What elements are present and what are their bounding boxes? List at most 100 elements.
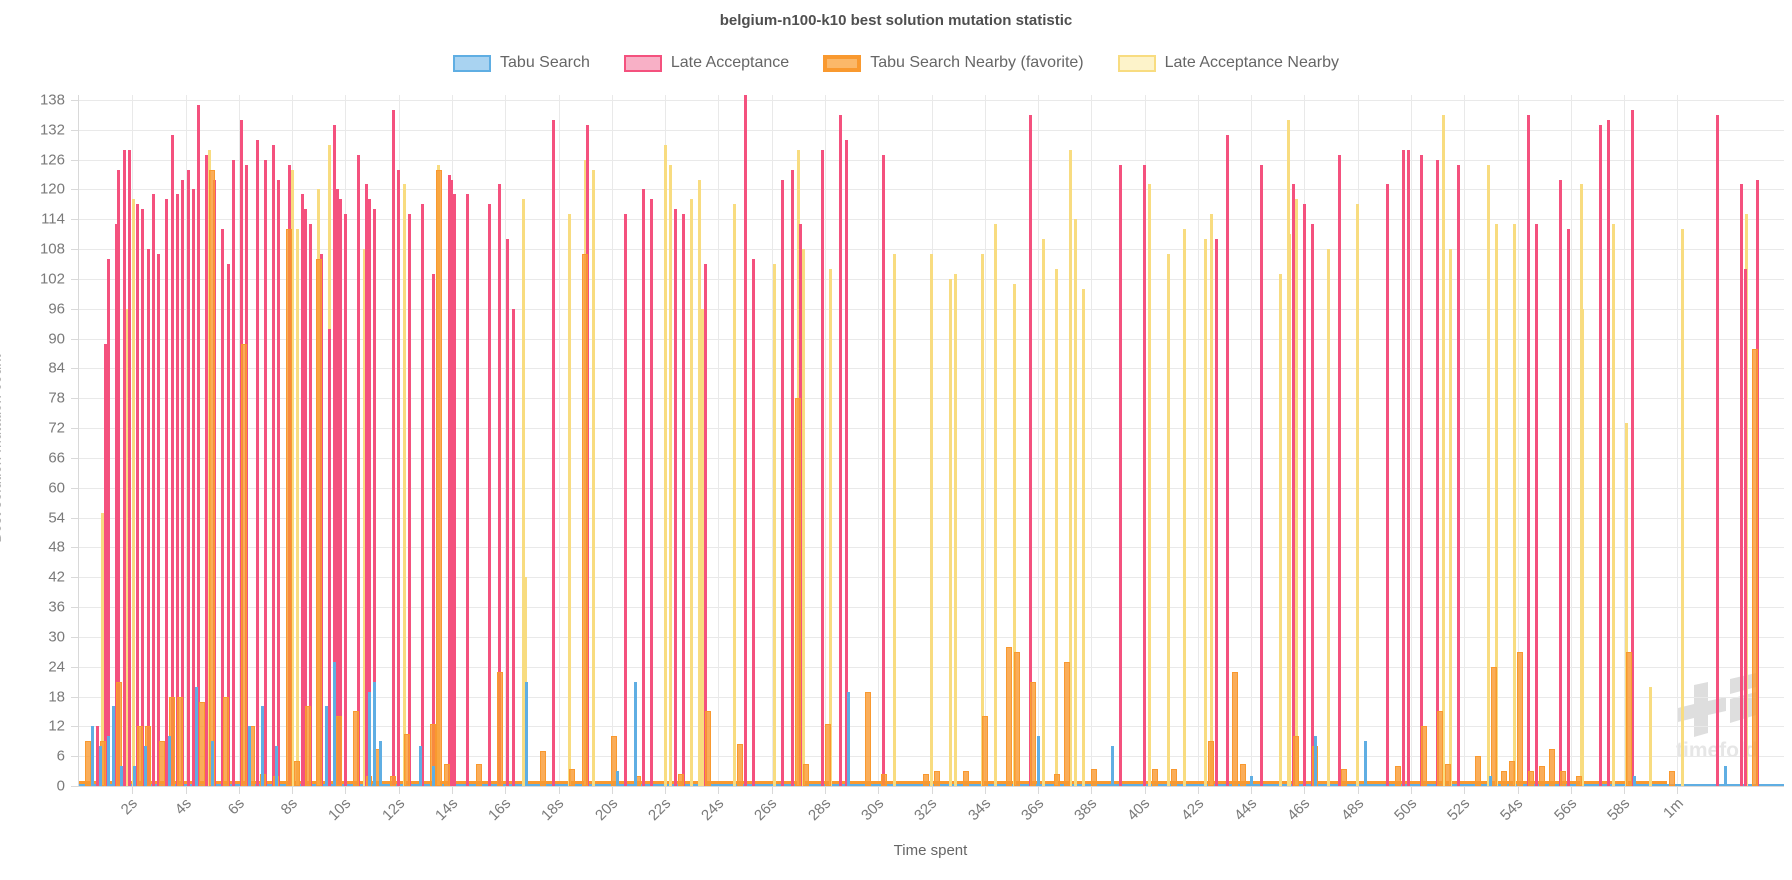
bar-late-acceptance[interactable]	[114, 224, 118, 786]
bar-late-acceptance-nearby[interactable]	[892, 254, 896, 786]
legend-item-late-acceptance[interactable]: Late Acceptance	[623, 54, 789, 72]
bar-tabu-search-nearby-favorite[interactable]	[1232, 671, 1239, 786]
bar-late-acceptance[interactable]	[820, 149, 824, 786]
bar-late-acceptance[interactable]	[176, 194, 180, 786]
bar-late-acceptance-nearby[interactable]	[362, 249, 366, 786]
bar-late-acceptance[interactable]	[466, 194, 470, 786]
bar-late-acceptance[interactable]	[136, 204, 140, 786]
bar-tabu-search-nearby-favorite[interactable]	[353, 711, 360, 786]
bar-late-acceptance[interactable]	[197, 104, 201, 786]
bar-late-acceptance-nearby[interactable]	[1581, 308, 1585, 786]
bar-tabu-search-nearby-favorite[interactable]	[1208, 741, 1215, 786]
bar-late-acceptance-nearby[interactable]	[948, 278, 952, 786]
bar-late-acceptance[interactable]	[682, 214, 686, 786]
bar-late-acceptance[interactable]	[407, 214, 411, 786]
bar-late-acceptance[interactable]	[104, 343, 108, 786]
bar-late-acceptance[interactable]	[447, 174, 451, 786]
bar-late-acceptance-nearby[interactable]	[1081, 288, 1085, 786]
bar-late-acceptance-nearby[interactable]	[1681, 229, 1685, 786]
bar-late-acceptance[interactable]	[205, 154, 209, 786]
bar-late-acceptance[interactable]	[157, 254, 161, 786]
bar-tabu-search-nearby-favorite[interactable]	[115, 681, 122, 786]
bar-tabu-search-nearby-favorite[interactable]	[611, 736, 618, 786]
bar-tabu-search-nearby-favorite[interactable]	[1626, 651, 1633, 786]
bar-late-acceptance-nearby[interactable]	[698, 179, 702, 786]
bar-tabu-search-nearby-favorite[interactable]	[1538, 766, 1545, 786]
bar-tabu-search[interactable]	[431, 766, 435, 786]
bar-tabu-search[interactable]	[1364, 741, 1368, 786]
bar-tabu-search-nearby-favorite[interactable]	[1029, 681, 1036, 786]
bar-late-acceptance-nearby[interactable]	[1486, 164, 1490, 786]
bar-late-acceptance-nearby[interactable]	[1288, 234, 1292, 786]
bar-late-acceptance[interactable]	[96, 726, 100, 786]
bar-late-acceptance[interactable]	[1566, 229, 1570, 786]
bar-late-acceptance[interactable]	[357, 154, 361, 786]
bar-tabu-search[interactable]	[1489, 776, 1493, 786]
bar-late-acceptance[interactable]	[450, 179, 454, 786]
bar-late-acceptance[interactable]	[141, 209, 145, 786]
bar-late-acceptance[interactable]	[511, 308, 515, 786]
bar-tabu-search-nearby-favorite[interactable]	[1421, 726, 1428, 786]
bar-late-acceptance[interactable]	[117, 169, 121, 786]
bar-late-acceptance[interactable]	[367, 199, 371, 786]
bar-tabu-search-nearby-favorite[interactable]	[158, 741, 165, 786]
bar-late-acceptance-nearby[interactable]	[1073, 219, 1077, 786]
bar-late-acceptance-nearby[interactable]	[1148, 184, 1152, 786]
bar-tabu-search[interactable]	[98, 746, 102, 786]
bar-late-acceptance-nearby[interactable]	[930, 254, 933, 786]
bar-late-acceptance-nearby[interactable]	[1494, 224, 1498, 786]
bar-late-acceptance-nearby[interactable]	[1041, 239, 1045, 786]
bar-tabu-search[interactable]	[248, 726, 251, 786]
bar-late-acceptance-nearby[interactable]	[953, 273, 957, 786]
bar-tabu-search-nearby-favorite[interactable]	[568, 768, 575, 786]
bar-tabu-search-nearby-favorite[interactable]	[1005, 646, 1012, 786]
bar-late-acceptance-nearby[interactable]	[1441, 114, 1445, 786]
bar-tabu-search[interactable]	[261, 706, 265, 786]
bar-late-acceptance[interactable]	[335, 189, 339, 786]
bar-late-acceptance[interactable]	[327, 328, 331, 786]
bar-late-acceptance[interactable]	[551, 119, 555, 786]
bar-tabu-search-nearby-favorite[interactable]	[795, 398, 802, 786]
bar-tabu-search-nearby-favorite[interactable]	[496, 671, 503, 786]
bar-late-acceptance[interactable]	[373, 209, 377, 786]
bar-late-acceptance[interactable]	[1630, 109, 1634, 786]
bar-late-acceptance[interactable]	[301, 194, 305, 786]
bar-tabu-search-nearby-favorite[interactable]	[1170, 768, 1177, 786]
bar-tabu-search-nearby-favorite[interactable]	[286, 229, 293, 786]
bar-late-acceptance-nearby[interactable]	[1055, 269, 1059, 786]
bar-late-acceptance-nearby[interactable]	[802, 249, 806, 786]
bar-late-acceptance[interactable]	[221, 229, 225, 786]
bar-late-acceptance[interactable]	[170, 134, 174, 786]
bar-late-acceptance[interactable]	[226, 264, 230, 786]
bar-tabu-search[interactable]	[144, 746, 148, 786]
bar-late-acceptance[interactable]	[263, 159, 267, 786]
bar-tabu-search-nearby-favorite[interactable]	[1575, 776, 1582, 786]
bar-tabu-search[interactable]	[325, 706, 329, 786]
bar-tabu-search-nearby-favorite[interactable]	[177, 696, 184, 786]
bar-late-acceptance-nearby[interactable]	[980, 254, 984, 786]
bar-late-acceptance-nearby[interactable]	[1356, 204, 1360, 786]
legend-item-late-acceptance-nearby[interactable]: Late Acceptance Nearby	[1117, 54, 1339, 72]
bar-late-acceptance[interactable]	[1302, 204, 1306, 786]
bar-late-acceptance-nearby[interactable]	[295, 229, 299, 786]
bar-late-acceptance[interactable]	[844, 139, 848, 786]
bar-tabu-search-nearby-favorite[interactable]	[736, 743, 743, 786]
bar-tabu-search-nearby-favorite[interactable]	[294, 761, 301, 786]
bar-tabu-search[interactable]	[210, 741, 214, 786]
bar-late-acceptance[interactable]	[1292, 184, 1296, 786]
bar-tabu-search-nearby-favorite[interactable]	[1437, 711, 1444, 786]
bar-late-acceptance[interactable]	[1715, 114, 1719, 786]
bar-late-acceptance[interactable]	[128, 149, 132, 786]
bar-late-acceptance[interactable]	[271, 144, 275, 786]
bar-late-acceptance[interactable]	[453, 194, 457, 786]
bar-tabu-search-nearby-favorite[interactable]	[582, 254, 589, 786]
bar-late-acceptance-nearby[interactable]	[732, 204, 736, 786]
bar-tabu-search-nearby-favorite[interactable]	[1240, 763, 1247, 786]
bar-late-acceptance[interactable]	[1310, 224, 1314, 786]
bar-late-acceptance[interactable]	[487, 204, 491, 786]
bar-late-acceptance-nearby[interactable]	[700, 308, 704, 786]
bar-tabu-search[interactable]	[112, 706, 116, 786]
bar-late-acceptance[interactable]	[303, 209, 307, 786]
bar-late-acceptance[interactable]	[791, 169, 795, 786]
bar-late-acceptance[interactable]	[1606, 119, 1610, 786]
